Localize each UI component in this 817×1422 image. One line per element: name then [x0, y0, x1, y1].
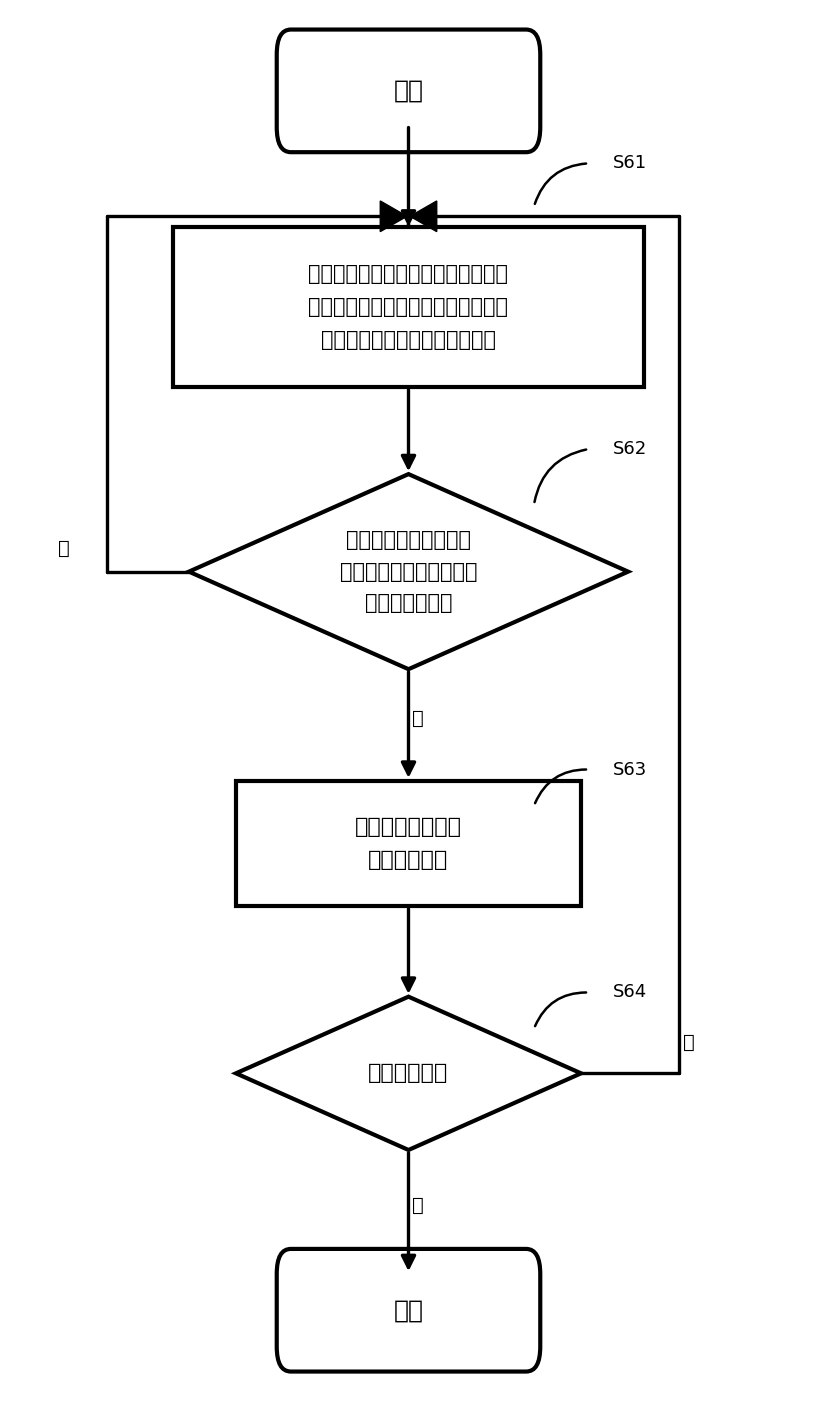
FancyBboxPatch shape: [277, 30, 540, 152]
Text: 是: 是: [413, 1196, 424, 1214]
Text: S62: S62: [613, 439, 647, 458]
Polygon shape: [189, 474, 628, 670]
Text: 开始: 开始: [394, 78, 423, 102]
Polygon shape: [236, 997, 581, 1150]
Bar: [173, 226, 644, 387]
Text: 返回: 返回: [394, 1298, 423, 1322]
Polygon shape: [380, 201, 407, 232]
Text: S64: S64: [613, 984, 647, 1001]
Text: S63: S63: [613, 761, 647, 778]
Text: 是: 是: [413, 708, 424, 728]
Text: 获取工件表层的图像信息，并对获取
的工件表层的图像信息进行灰度变换
和去噪处理，得到处理后的图像: 获取工件表层的图像信息，并对获取 的工件表层的图像信息进行灰度变换 和去噪处理，…: [309, 264, 508, 350]
Text: S61: S61: [613, 155, 646, 172]
Polygon shape: [410, 201, 437, 232]
Text: 否: 否: [683, 1034, 694, 1052]
Text: 控制工件按照预设
速度进行移动: 控制工件按照预设 速度进行移动: [355, 818, 462, 870]
Bar: [236, 781, 581, 906]
Text: 工件走完全程: 工件走完全程: [368, 1064, 449, 1084]
Text: 处理后的图像的灰度值
达到预标定温度一一对应
的图像灰度阈值: 处理后的图像的灰度值 达到预标定温度一一对应 的图像灰度阈值: [340, 530, 477, 613]
Text: 否: 否: [57, 539, 69, 557]
FancyBboxPatch shape: [277, 1249, 540, 1372]
